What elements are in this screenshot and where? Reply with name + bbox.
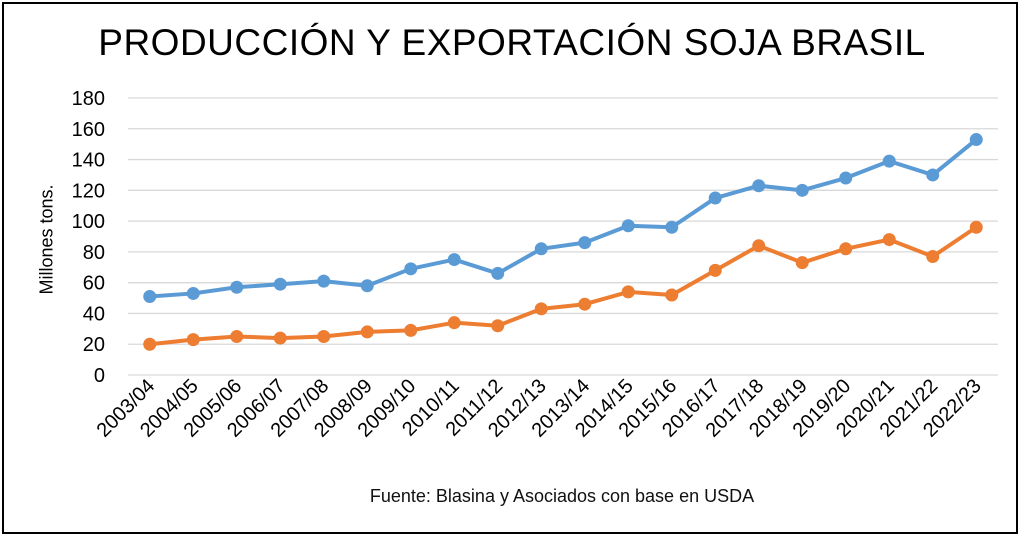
data-point — [230, 330, 244, 344]
data-point — [969, 220, 983, 234]
y-tick-label: 60 — [83, 273, 105, 295]
data-point — [273, 277, 287, 291]
data-point — [534, 302, 548, 316]
data-point — [491, 319, 505, 333]
y-tick-label: 140 — [72, 150, 105, 172]
data-point — [404, 262, 418, 276]
data-point — [143, 337, 157, 351]
data-point — [708, 263, 722, 277]
data-point — [752, 239, 766, 253]
data-point — [578, 236, 592, 250]
data-point — [665, 288, 679, 302]
data-point — [621, 285, 635, 299]
data-point — [708, 191, 722, 205]
data-point — [969, 133, 983, 147]
data-point — [186, 286, 200, 300]
data-point — [795, 256, 809, 270]
data-point — [360, 325, 374, 339]
y-tick-label: 120 — [72, 180, 105, 202]
data-point — [665, 220, 679, 234]
data-point — [839, 171, 853, 185]
data-point — [317, 330, 331, 344]
y-tick-label: 80 — [83, 242, 105, 264]
y-tick-label: 20 — [83, 334, 105, 356]
data-point — [230, 280, 244, 294]
data-point — [795, 183, 809, 197]
data-point — [360, 279, 374, 293]
y-tick-label: 0 — [94, 365, 105, 387]
y-tick-label: 100 — [72, 211, 105, 233]
data-point — [534, 242, 548, 256]
data-point — [578, 297, 592, 311]
data-point — [186, 333, 200, 347]
data-point — [491, 266, 505, 280]
y-tick-label: 180 — [72, 88, 105, 110]
series-line-1 — [147, 137, 979, 299]
data-point — [621, 219, 635, 233]
y-tick-label: 40 — [83, 303, 105, 325]
data-point — [447, 253, 461, 267]
data-point — [143, 290, 157, 304]
data-point — [926, 250, 940, 264]
data-point — [926, 168, 940, 182]
data-point — [404, 323, 418, 337]
data-point — [882, 233, 896, 247]
source-note: Fuente: Blasina y Asociados con base en … — [369, 486, 755, 506]
series-line-2 — [147, 225, 979, 347]
data-point — [839, 242, 853, 256]
data-point — [882, 154, 896, 168]
data-point — [273, 331, 287, 345]
data-point — [317, 274, 331, 288]
data-point — [752, 179, 766, 193]
chart-title: PRODUCCIÓN Y EXPORTACIÓN SOJA BRASIL — [98, 22, 926, 63]
data-point — [447, 316, 461, 330]
y-tick-label: 160 — [72, 119, 105, 141]
